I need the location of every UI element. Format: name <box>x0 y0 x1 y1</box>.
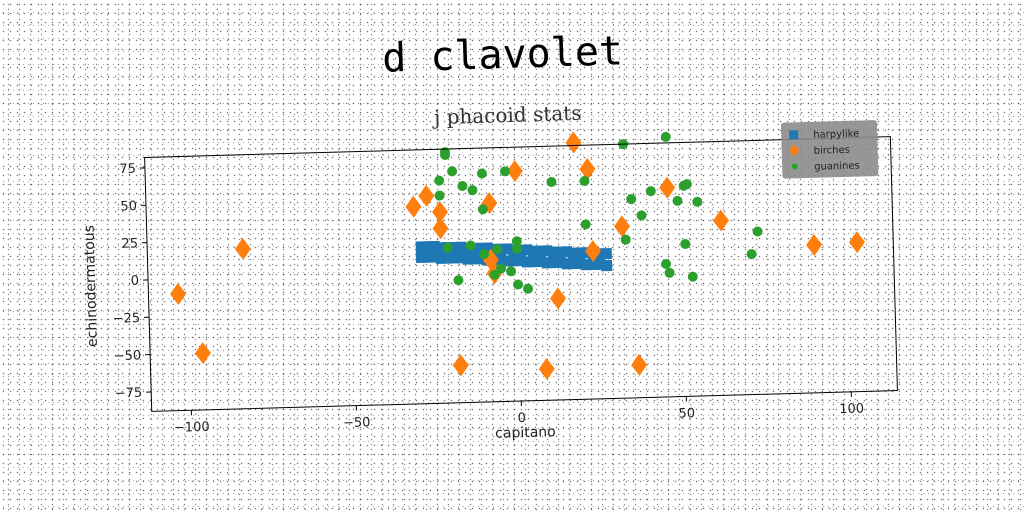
y-axis-label: echinodermatous <box>81 225 100 347</box>
point-birches <box>452 354 469 377</box>
legend: harpylike birches guanines <box>780 120 879 179</box>
point-guanines <box>636 210 647 221</box>
point-guanines <box>434 190 445 201</box>
data-marks <box>170 131 865 380</box>
x-tick-label: 0 <box>517 411 526 426</box>
y-tick-label: −25 <box>112 311 140 327</box>
legend-label-birches: birches <box>814 145 851 157</box>
point-guanines <box>523 283 534 294</box>
point-guanines <box>477 204 488 215</box>
point-birches <box>565 131 582 154</box>
legend-box <box>780 120 879 179</box>
point-guanines <box>457 180 468 191</box>
point-guanines <box>672 195 683 206</box>
y-tick-label: −50 <box>114 348 142 364</box>
x-axis-label: capitano <box>495 424 556 442</box>
point-guanines <box>681 179 692 190</box>
point-guanines <box>626 194 637 205</box>
point-guanines <box>680 239 691 250</box>
point-birches <box>585 240 602 263</box>
point-birches <box>631 353 648 376</box>
legend-marker-harpylike <box>789 130 799 140</box>
point-guanines <box>492 244 503 255</box>
point-guanines <box>661 258 672 269</box>
y-tick-label: 25 <box>121 236 138 251</box>
point-guanines <box>546 176 557 187</box>
y-tick-label: 0 <box>131 274 140 289</box>
point-harpylike <box>600 248 612 260</box>
y-tick-label: 50 <box>120 199 137 214</box>
point-birches <box>614 215 631 238</box>
point-guanines <box>660 131 671 142</box>
point-guanines <box>467 185 478 196</box>
point-guanines <box>620 234 631 245</box>
plot-frame <box>144 136 898 412</box>
legend-label-harpylike: harpylike <box>813 129 859 141</box>
point-birches <box>659 176 676 199</box>
point-birches <box>506 160 523 183</box>
point-birches <box>538 357 555 380</box>
point-birches <box>712 209 729 232</box>
point-guanines <box>479 249 490 260</box>
point-birches <box>234 237 251 260</box>
y-tick-label: 75 <box>119 162 136 177</box>
point-birches <box>481 192 498 215</box>
point-guanines <box>512 243 523 254</box>
point-birches <box>194 342 211 365</box>
point-birches <box>806 233 823 256</box>
x-tick-label: 50 <box>678 406 695 421</box>
legend-label-guanines: guanines <box>814 161 860 173</box>
point-guanines <box>692 196 703 207</box>
point-birches <box>418 184 435 207</box>
point-birches <box>170 283 187 306</box>
point-guanines <box>447 166 458 177</box>
point-guanines <box>511 236 522 247</box>
legend-marker-guanines <box>791 163 798 170</box>
point-birches <box>405 195 422 218</box>
point-guanines <box>476 168 487 179</box>
point-guanines <box>687 271 698 282</box>
legend-marker-birches <box>789 144 800 157</box>
point-guanines <box>440 150 451 161</box>
chart-title: d clavolet <box>382 28 624 82</box>
point-guanines <box>434 175 445 186</box>
chart-subtitle: j phacoid stats <box>432 101 582 130</box>
x-tick-label: −50 <box>343 415 371 431</box>
point-guanines <box>453 275 464 286</box>
point-harpylike <box>600 259 613 272</box>
point-guanines <box>580 219 591 230</box>
point-guanines <box>496 263 507 274</box>
point-birches <box>432 217 449 240</box>
y-axis-ticks: −75 −50 −25 0 25 50 75 <box>112 162 152 402</box>
point-birches <box>579 158 596 181</box>
point-birches <box>550 287 567 310</box>
point-guanines <box>506 266 517 277</box>
x-tick-label: 100 <box>839 401 864 417</box>
y-tick-label: −75 <box>115 386 143 402</box>
point-birches <box>432 200 449 223</box>
point-guanines <box>465 240 476 251</box>
point-guanines <box>499 166 510 177</box>
point-guanines <box>513 279 524 290</box>
x-axis-ticks: −100 −50 0 50 100 <box>174 391 864 436</box>
point-guanines <box>664 267 675 278</box>
point-guanines <box>442 242 453 253</box>
point-guanines <box>489 269 500 280</box>
point-guanines <box>579 176 590 187</box>
point-birches <box>848 231 865 254</box>
point-guanines <box>645 186 656 197</box>
point-guanines <box>752 226 763 237</box>
x-tick-label: −100 <box>174 420 210 436</box>
point-guanines <box>746 249 757 260</box>
